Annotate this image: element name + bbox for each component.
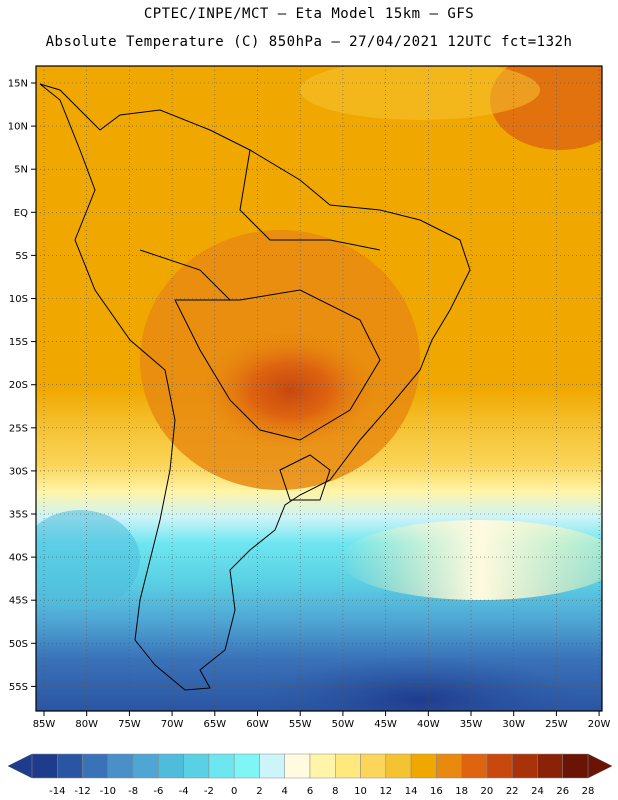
- legend-label: 14: [405, 786, 418, 797]
- legend-color-box: [259, 753, 285, 779]
- legend-label: 10: [354, 786, 367, 797]
- legend-label: 12: [379, 786, 392, 797]
- legend-label: 6: [307, 786, 313, 797]
- legend-label: 28: [582, 786, 595, 797]
- lon-label: 80W: [75, 719, 98, 730]
- legend-color-box: [335, 753, 361, 779]
- legend-color-box: [132, 753, 159, 779]
- latitude-labels: 15N 10N 5N EQ 5S 10S 15S 20S 25S 30S 35S 40S 45S 50S 5…: [8, 79, 28, 693]
- lat-label: 40S: [9, 553, 28, 564]
- legend-label: -12: [74, 786, 90, 797]
- temperature-field: [36, 66, 602, 711]
- lat-label: 30S: [9, 466, 28, 477]
- legend-color-box: [183, 753, 210, 779]
- legend-color-box: [511, 753, 538, 779]
- legend-color-box: [562, 753, 589, 779]
- lat-label: 15N: [8, 79, 28, 90]
- lat-label: 50S: [9, 639, 28, 650]
- legend-label: -8: [128, 786, 138, 797]
- lat-label: 25S: [9, 423, 28, 434]
- lon-label: 65W: [203, 719, 226, 730]
- map-title-line2: Absolute Temperature (C) 850hPa – 27/04/…: [45, 34, 573, 50]
- lat-label: 5S: [15, 251, 28, 262]
- map-title-line1: CPTEC/INPE/MCT – Eta Model 15km – GFS: [143, 6, 475, 22]
- lat-label: EQ: [14, 208, 28, 219]
- legend-label: -2: [204, 786, 214, 797]
- legend-label: 16: [430, 786, 443, 797]
- legend-label: 4: [282, 786, 288, 797]
- legend-color-box: [537, 753, 563, 779]
- legend-label: -10: [100, 786, 116, 797]
- lat-label: 5N: [14, 165, 28, 176]
- legend-label: 18: [455, 786, 468, 797]
- legend-color-box: [309, 753, 336, 779]
- legend-label: 0: [231, 786, 237, 797]
- legend-color-box: [107, 753, 134, 779]
- lon-label: 85W: [33, 719, 56, 730]
- legend-label: 20: [481, 786, 494, 797]
- lon-label: 70W: [161, 719, 184, 730]
- lat-label: 20S: [9, 380, 28, 391]
- legend-label: 26: [556, 786, 569, 797]
- legend-color-box: [284, 753, 311, 779]
- lon-label: 40W: [417, 719, 440, 730]
- legend-color-box: [385, 753, 412, 779]
- legend-label: -14: [49, 786, 65, 797]
- lon-label: 30W: [502, 719, 525, 730]
- lon-label: 55W: [289, 719, 312, 730]
- lon-label: 45W: [374, 719, 397, 730]
- lat-label: 45S: [9, 596, 28, 607]
- legend-label: 24: [531, 786, 544, 797]
- legend-color-box: [461, 753, 488, 779]
- legend-color-box: [486, 753, 513, 779]
- color-legend: -14 -12 -10 -8 -6 -4 -2 0 2 4 6 8 10 12 14 16 18 20 22 24 26…: [7, 753, 613, 797]
- legend-label: -4: [179, 786, 189, 797]
- lon-label: 50W: [332, 719, 355, 730]
- legend-label: -6: [153, 786, 163, 797]
- lon-label: 20W: [588, 719, 611, 730]
- lat-label: 55S: [9, 682, 28, 693]
- lon-label: 60W: [246, 719, 269, 730]
- legend-left-arrow: [7, 753, 33, 779]
- legend-color-box: [410, 753, 437, 779]
- graticule: [31, 66, 602, 716]
- lon-label: 75W: [118, 719, 141, 730]
- legend-color-boxes: [31, 753, 589, 779]
- legend-color-box: [158, 753, 184, 779]
- coastline: [39, 83, 471, 691]
- legend-tick-labels: -14 -12 -10 -8 -6 -4 -2 0 2 4 6 8 10 12 14 16 18 20 22 24 26…: [49, 786, 594, 797]
- longitude-labels: 85W 80W 75W 70W 65W 60W 55W 50W 45W 40W 35W 30W 25W 2…: [33, 719, 611, 730]
- lat-label: 35S: [9, 510, 28, 521]
- legend-color-box: [208, 753, 235, 779]
- legend-label: 2: [256, 786, 262, 797]
- lat-label: 10S: [9, 294, 28, 305]
- legend-color-box: [233, 753, 260, 779]
- map-frame: [35, 65, 603, 712]
- legend-color-box: [360, 753, 387, 779]
- lat-label: 15S: [9, 337, 28, 348]
- legend-color-box: [31, 753, 58, 779]
- lat-label: 10N: [8, 122, 28, 133]
- legend-right-arrow: [587, 753, 613, 779]
- legend-color-box: [57, 753, 83, 779]
- lon-label: 25W: [545, 719, 568, 730]
- legend-label: 22: [506, 786, 519, 797]
- legend-color-box: [82, 753, 109, 779]
- lon-label: 35W: [460, 719, 483, 730]
- legend-label: 8: [332, 786, 338, 797]
- legend-color-box: [436, 753, 462, 779]
